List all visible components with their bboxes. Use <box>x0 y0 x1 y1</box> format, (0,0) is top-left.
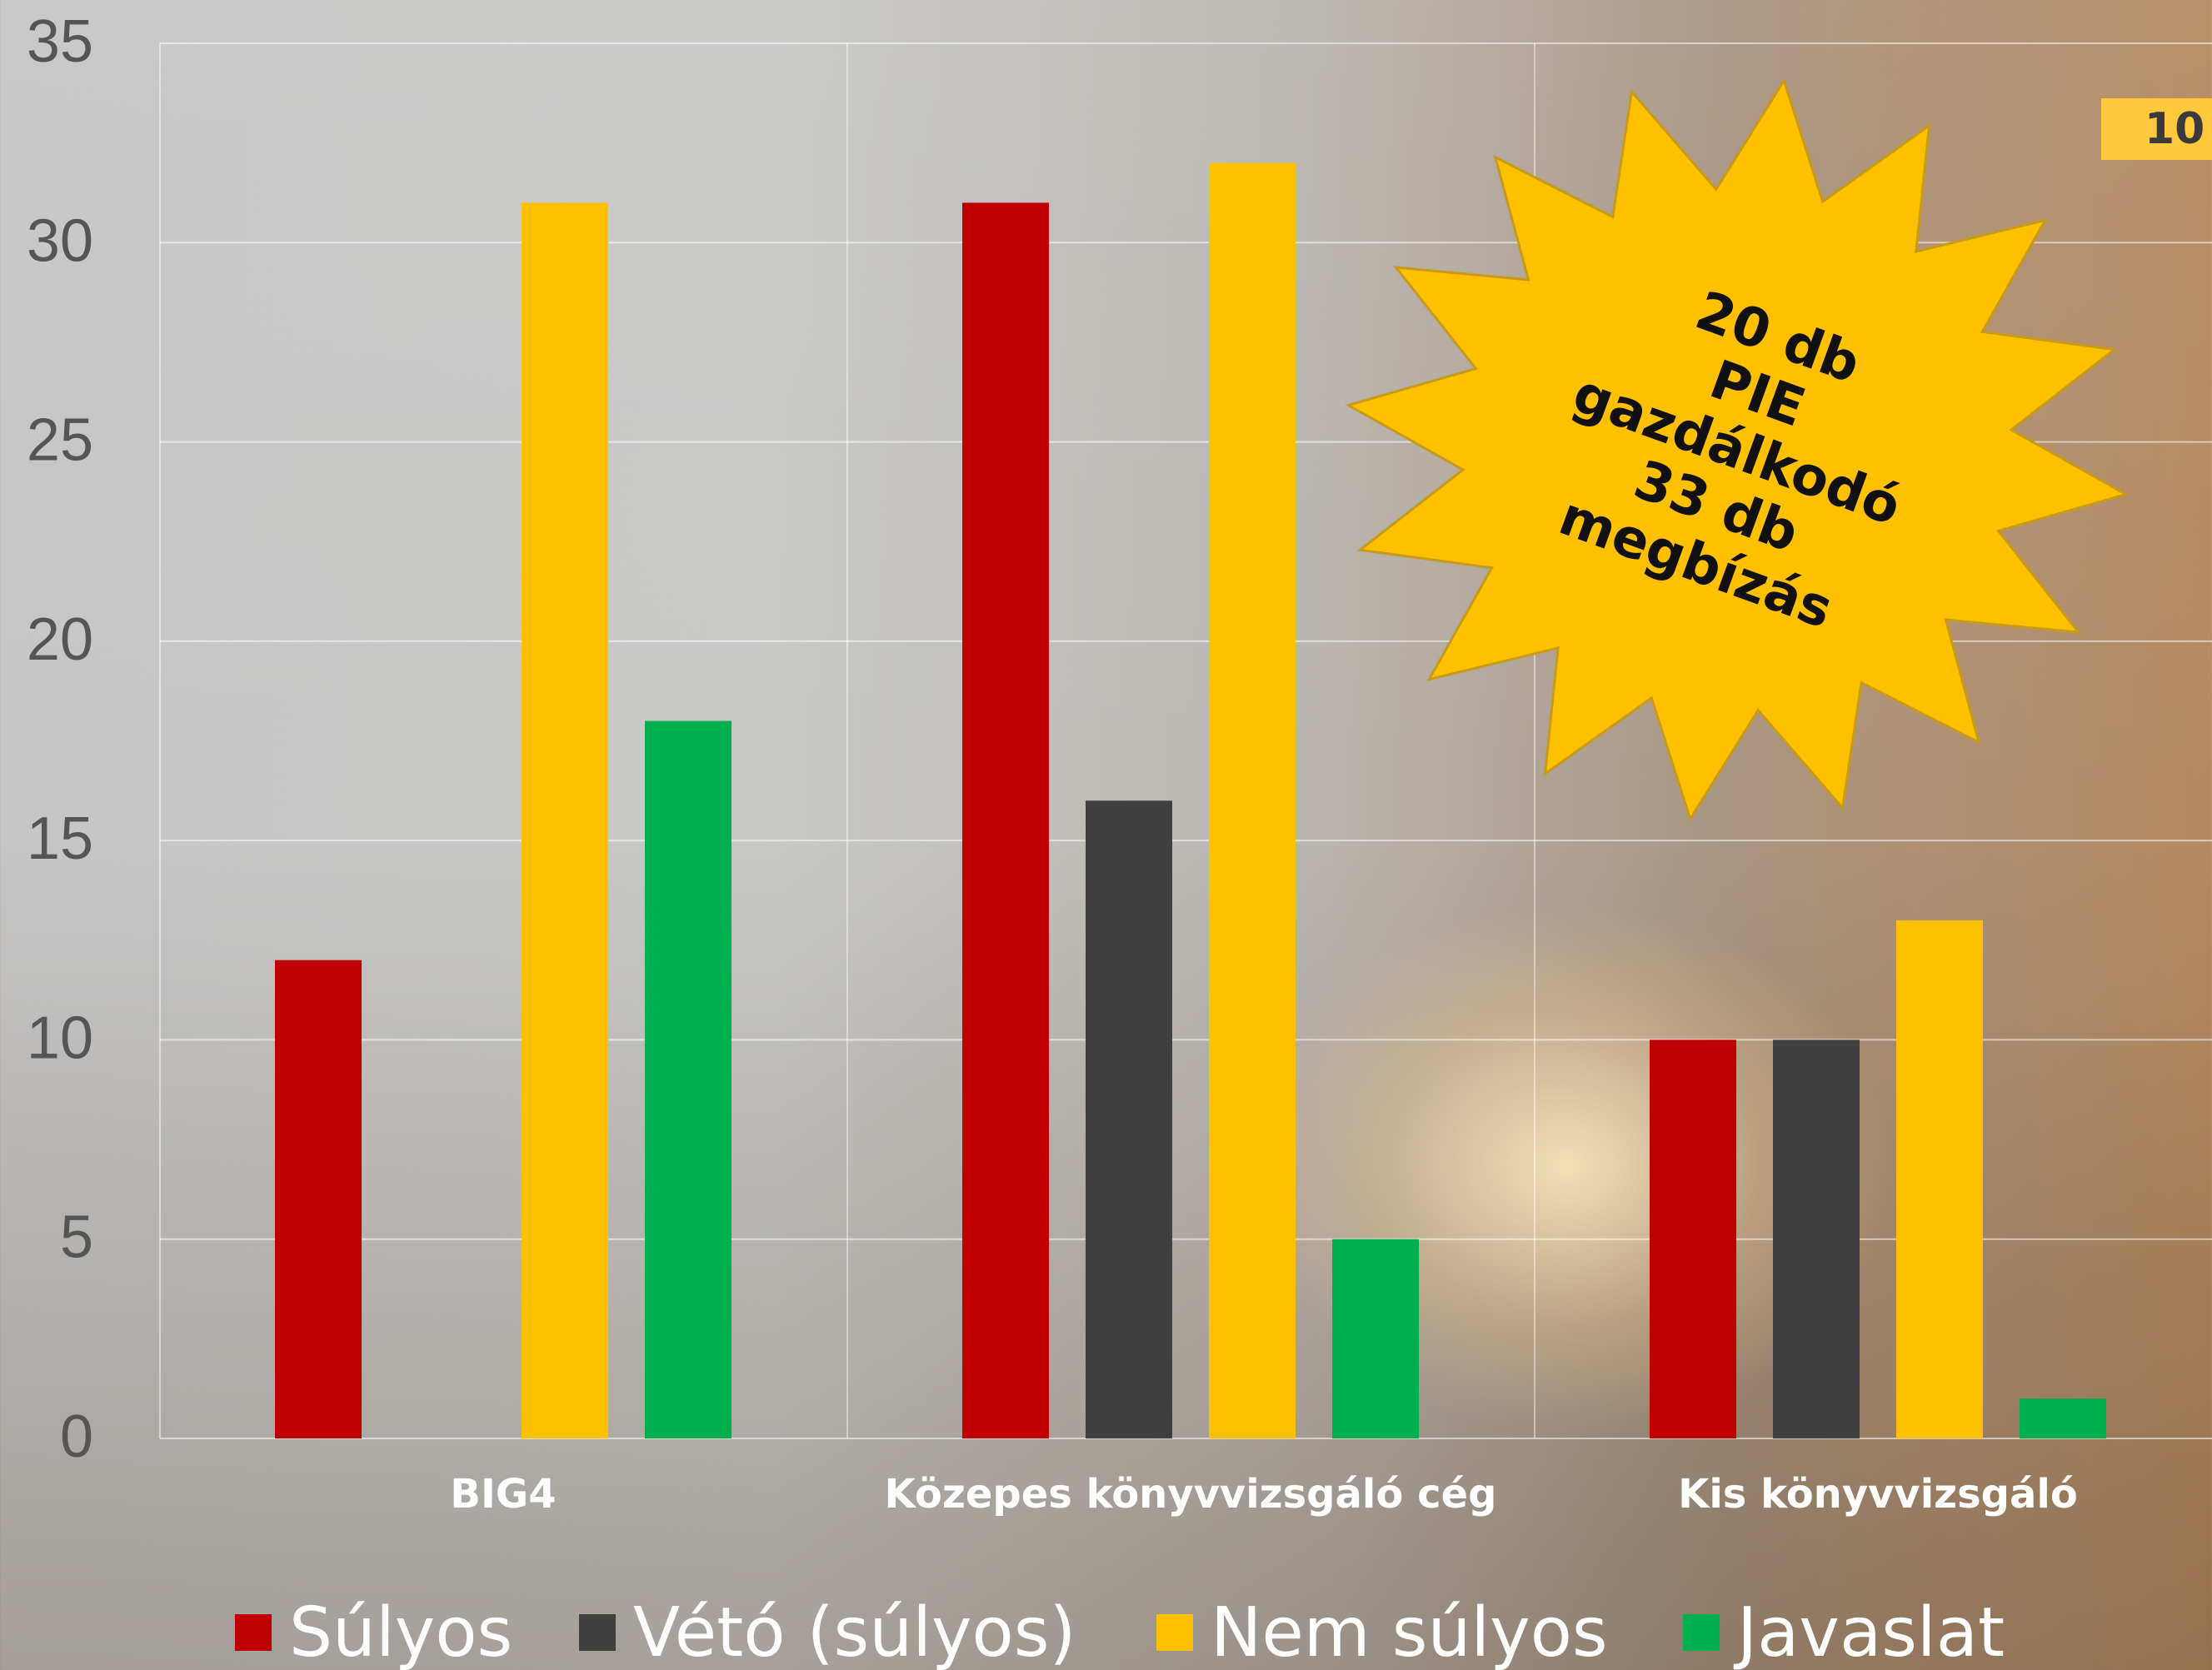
y-tick-label-10: 10 <box>27 1004 93 1071</box>
bar-javaslat-2 <box>2020 1398 2106 1438</box>
category-label-0: BIG4 <box>450 1471 556 1518</box>
bar-s-lyos-0 <box>275 960 362 1438</box>
x-axis-category-labels: BIG4 Közepes könyvvizsgáló cég Kis könyvvi… <box>450 1471 2077 1518</box>
legend-label-0: Súlyos <box>289 1593 512 1670</box>
y-tick-label-30: 30 <box>27 207 93 274</box>
category-label-2: Kis könyvvizsgáló <box>1678 1471 2078 1518</box>
legend-swatch-3 <box>1683 1614 1720 1651</box>
y-tick-label-25: 25 <box>27 407 93 474</box>
bar-v-t-s-lyos--1 <box>1086 800 1172 1438</box>
bars <box>275 162 2106 1439</box>
bar-javaslat-1 <box>1332 1239 1419 1438</box>
y-tick-label-0: 0 <box>60 1403 93 1470</box>
bar-nem-s-lyos-2 <box>1896 920 1983 1438</box>
legend-label-1: Vétó (súlyos) <box>633 1593 1076 1670</box>
legend-label-2: Nem súlyos <box>1211 1593 1608 1670</box>
y-axis-tick-labels: 0 5 10 15 20 25 30 35 <box>27 8 93 1470</box>
bar-v-t-s-lyos--2 <box>1773 1039 1860 1438</box>
legend-label-3: Javaslat <box>1733 1593 2005 1670</box>
bar-nem-s-lyos-1 <box>1209 162 1296 1439</box>
y-tick-label-5: 5 <box>60 1204 93 1271</box>
bar-javaslat-0 <box>645 720 732 1438</box>
starburst-shape <box>1345 77 2130 822</box>
page-number-badge: 10 <box>2101 98 2212 160</box>
bar-nem-s-lyos-0 <box>522 202 608 1438</box>
y-tick-label-15: 15 <box>27 805 93 872</box>
bar-s-lyos-2 <box>1650 1039 1736 1438</box>
bar-s-lyos-1 <box>962 202 1049 1438</box>
legend-swatch-2 <box>1156 1614 1193 1651</box>
legend-swatch-0 <box>235 1614 272 1651</box>
y-tick-label-20: 20 <box>27 606 93 673</box>
grid-lines <box>159 42 2212 1439</box>
category-label-1: Közepes könyvvizsgáló cég <box>885 1471 1497 1518</box>
legend-swatch-1 <box>579 1614 616 1651</box>
y-tick-label-35: 35 <box>27 8 93 75</box>
legend: Súlyos Vétó (súlyos) Nem súlyos Javaslat <box>235 1593 2005 1670</box>
